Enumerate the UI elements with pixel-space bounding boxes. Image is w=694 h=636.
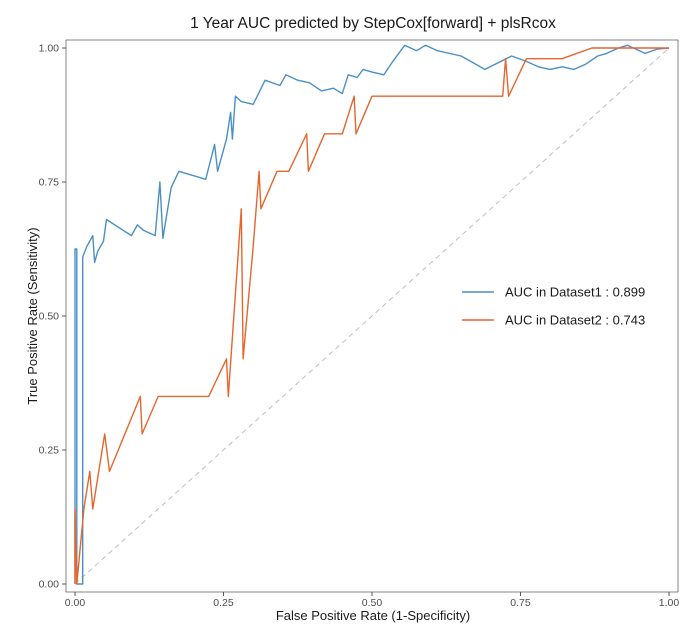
legend-label-dataset2: AUC in Dataset2 : 0.743 [505, 313, 645, 328]
y-axis-label: True Positive Rate (Sensitivity) [25, 227, 40, 404]
y-tick-label: 1.00 [39, 43, 60, 55]
y-tick-label: 0.75 [39, 177, 60, 189]
reference-line-layer [74, 47, 670, 585]
x-axis-label: False Positive Rate (1-Specificity) [276, 608, 470, 623]
x-tick-label: 0.25 [213, 597, 234, 609]
x-tick-label: 1.00 [659, 597, 680, 609]
x-tick-label: 0.00 [65, 597, 86, 609]
x-tick-label: 0.75 [510, 597, 531, 609]
x-tick-label: 0.50 [362, 597, 383, 609]
y-tick-label: 0.25 [39, 445, 60, 457]
legend-label-dataset1: AUC in Dataset1 : 0.899 [505, 285, 645, 300]
y-axis: 0.00 0.25 0.50 0.75 1.00 [39, 43, 66, 591]
x-axis: 0.00 0.25 0.50 0.75 1.00 [65, 592, 680, 609]
reference-diagonal-line [74, 47, 670, 585]
legend: AUC in Dataset1 : 0.899 AUC in Dataset2 :… [462, 285, 645, 328]
chart-title: 1 Year AUC predicted by StepCox[forward]… [190, 15, 556, 32]
series-layer [74, 44, 670, 585]
series-line-dataset2 [74, 47, 669, 585]
y-tick-label: 0.50 [39, 311, 60, 323]
series-line-dataset1 [74, 44, 670, 585]
y-tick-label: 0.00 [39, 579, 60, 591]
